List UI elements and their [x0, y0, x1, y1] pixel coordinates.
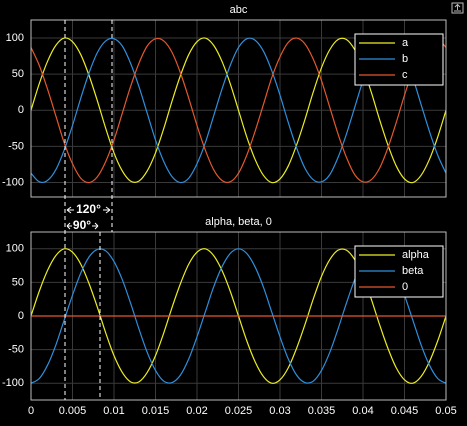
x-tick-label: 0.005	[59, 405, 87, 417]
legend-label: a	[402, 37, 409, 49]
legend-label: c	[402, 69, 408, 81]
axes-frame	[30, 19, 447, 198]
legend: abc	[354, 33, 444, 86]
legend-label: b	[402, 53, 408, 65]
y-tick-label: -50	[8, 140, 24, 152]
undock-icon[interactable]	[451, 2, 464, 14]
x-tick-label: 0.03	[269, 405, 290, 417]
y-tick-label: 0	[18, 310, 24, 322]
x-tick-label: 0.025	[225, 405, 253, 417]
series-line	[30, 37, 447, 184]
y-tick-label: 50	[12, 276, 24, 288]
undock-arrow	[454, 3, 461, 12]
y-tick-label: 100	[6, 243, 24, 255]
chart-title: alpha, beta, 0	[205, 216, 272, 228]
arrow	[66, 206, 111, 214]
legend-label: alpha	[402, 249, 430, 261]
x-tick-label: 0.02	[186, 405, 207, 417]
x-tick-label: 0.015	[142, 405, 170, 417]
x-tick-label: 0.045	[391, 405, 419, 417]
x-tick-label: 0.01	[103, 405, 124, 417]
arrow	[66, 222, 99, 230]
chart-title: abc	[230, 4, 248, 16]
annotation: 90°	[73, 218, 91, 232]
x-tick-label: 0.05	[435, 405, 456, 417]
legend-label: beta	[402, 265, 424, 277]
y-tick-label: 0	[18, 104, 24, 116]
legend-label: 0	[402, 281, 408, 293]
x-tick-label: 0.035	[308, 405, 336, 417]
y-tick-label: 50	[12, 68, 24, 80]
series-line	[30, 37, 447, 184]
legend: alpha beta 0	[354, 245, 444, 298]
x-tick-label: 0	[28, 405, 34, 417]
axes-frame	[30, 231, 447, 401]
y-tick-label: 100	[6, 32, 24, 44]
y-tick-label: -50	[8, 344, 24, 356]
annotations: 120° 90°	[64, 20, 113, 400]
x-tick-label: 0.04	[352, 405, 373, 417]
annotation: 120°	[76, 202, 101, 216]
y-tick-label: -100	[2, 377, 24, 389]
y-tick-label: -100	[2, 176, 24, 188]
